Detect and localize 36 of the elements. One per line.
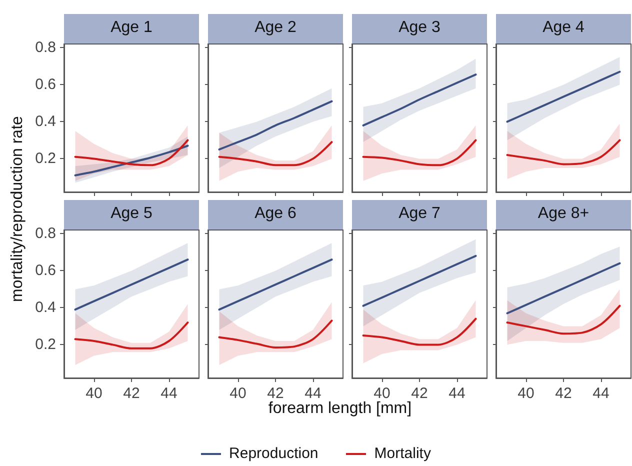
- chart-title: Age 5: [64, 200, 199, 230]
- y-tick-label: 0.6: [35, 262, 56, 280]
- y-axis-title: mortality/reproduction rate: [9, 115, 27, 304]
- chart-title: Age 4: [496, 14, 631, 44]
- y-tick-label: 0.4: [35, 299, 56, 316]
- x-axis-title: forearm length [mm]: [268, 400, 412, 417]
- chart-title: Age 7: [352, 200, 487, 230]
- chart-title: Age 2: [208, 14, 343, 44]
- chart-title: Age 1: [64, 14, 199, 44]
- x-tick-label: 44: [304, 385, 322, 402]
- chart-title: Age 8+: [496, 200, 631, 230]
- x-tick-label: 42: [555, 385, 572, 402]
- line-series: [74, 139, 189, 166]
- x-tick-label: 42: [411, 385, 428, 402]
- x-tick-label: 40: [374, 385, 390, 402]
- line-series: [74, 322, 189, 350]
- y-tick-label: 0.8: [35, 225, 56, 242]
- y-tick-label: 0.8: [35, 39, 56, 56]
- x-tick-label: 40: [86, 385, 102, 402]
- line-series: [74, 144, 189, 176]
- x-tick-label: 44: [448, 385, 466, 402]
- legend-label: Mortality: [374, 445, 431, 462]
- x-tick-label: 44: [160, 385, 178, 402]
- x-tick-label: 44: [592, 385, 610, 402]
- line-series: [74, 258, 189, 311]
- y-tick-label: 0.4: [35, 113, 56, 130]
- y-tick-label: 0.2: [35, 150, 56, 168]
- x-tick-label: 42: [123, 385, 140, 402]
- chart-title: Age 6: [208, 200, 343, 230]
- y-tick-label: 0.6: [35, 76, 56, 94]
- y-tick-label: 0.2: [35, 336, 56, 354]
- legend-label: Reproduction: [229, 445, 318, 462]
- chart-title: Age 3: [352, 14, 487, 44]
- x-tick-label: 42: [267, 385, 284, 402]
- x-tick-label: 40: [230, 385, 246, 402]
- x-tick-label: 40: [518, 385, 534, 402]
